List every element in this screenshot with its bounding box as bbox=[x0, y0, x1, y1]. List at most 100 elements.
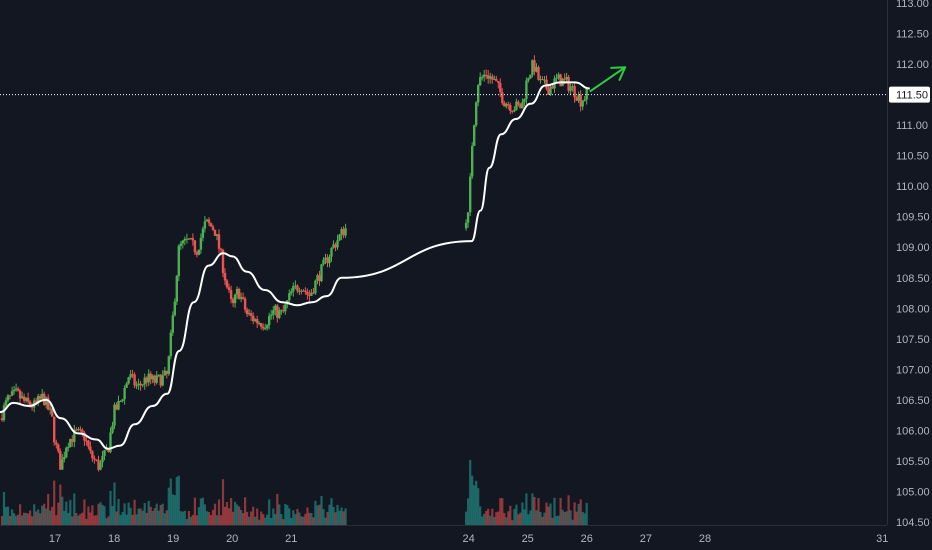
volume-bar bbox=[53, 480, 56, 525]
candle-body bbox=[274, 305, 277, 311]
volume-bar bbox=[25, 513, 28, 525]
candle-body bbox=[249, 313, 253, 316]
candle-body bbox=[205, 219, 209, 222]
candle-body bbox=[276, 305, 279, 318]
volume-bar bbox=[322, 509, 325, 525]
candle-body bbox=[6, 395, 10, 401]
volume-bar bbox=[191, 514, 194, 525]
volume-bar bbox=[294, 514, 297, 525]
volume-bar bbox=[159, 505, 162, 525]
candle-body bbox=[308, 294, 311, 296]
volume-bar bbox=[79, 513, 82, 525]
candle-body bbox=[272, 310, 275, 315]
volume-bar bbox=[332, 506, 335, 525]
volume-bar bbox=[292, 510, 295, 525]
candle-body bbox=[155, 375, 158, 383]
volume-bar bbox=[256, 508, 259, 525]
candle-body bbox=[22, 396, 26, 401]
candle-body bbox=[139, 383, 142, 386]
candle-body bbox=[533, 60, 536, 72]
volume-bar bbox=[543, 512, 546, 525]
candle-body bbox=[221, 249, 225, 274]
candle-body bbox=[262, 327, 265, 329]
volume-bar bbox=[485, 510, 488, 525]
candle-body bbox=[318, 275, 321, 282]
candle-body bbox=[545, 79, 548, 89]
candle-body bbox=[573, 86, 576, 98]
candle-body bbox=[57, 444, 60, 452]
volume-bar bbox=[169, 478, 172, 525]
candle-body bbox=[8, 395, 12, 397]
candle-body bbox=[71, 438, 74, 442]
volume-bar bbox=[481, 516, 484, 525]
volume-bar bbox=[175, 477, 178, 525]
volume-bar bbox=[197, 507, 200, 525]
volume-bar bbox=[153, 508, 156, 525]
candle-body bbox=[127, 377, 130, 384]
volume-bar bbox=[107, 516, 110, 525]
candle-body bbox=[147, 373, 150, 383]
candle-body bbox=[203, 221, 207, 229]
volume-bar bbox=[312, 517, 315, 525]
volume-bar bbox=[177, 475, 180, 525]
candle-body bbox=[466, 212, 470, 223]
y-axis[interactable]: 104.50 105.00 105.50 106.00 106.50 107.00 107.… bbox=[896, 0, 930, 529]
volume-bar bbox=[8, 516, 12, 525]
candle-body bbox=[324, 257, 327, 260]
candle-body bbox=[87, 440, 90, 447]
candle-body bbox=[336, 240, 339, 248]
candle-body bbox=[135, 385, 138, 387]
volume-bar bbox=[227, 508, 231, 525]
volume-bar bbox=[199, 498, 202, 525]
x-tick-label: 20 bbox=[226, 533, 238, 545]
volume-bar bbox=[280, 514, 283, 525]
volume-bar bbox=[272, 508, 275, 525]
candle-body bbox=[125, 383, 128, 388]
candle-body bbox=[95, 459, 98, 461]
candle-body bbox=[278, 310, 281, 318]
volume-bar bbox=[123, 503, 126, 525]
volume-bar bbox=[487, 508, 490, 525]
candle-body bbox=[39, 396, 42, 399]
candle-body bbox=[197, 249, 201, 255]
volume-bar bbox=[302, 516, 305, 525]
y-tick-label: 108.50 bbox=[896, 273, 930, 285]
volume-bar bbox=[103, 506, 106, 525]
candle-body bbox=[252, 315, 255, 322]
volume-bar bbox=[97, 503, 100, 525]
candle-body bbox=[105, 449, 108, 451]
candle-body bbox=[103, 450, 106, 457]
candle-body bbox=[495, 78, 498, 82]
y-tick-label: 112.00 bbox=[896, 59, 929, 71]
candle-body bbox=[581, 101, 584, 107]
volume-bar bbox=[232, 511, 235, 525]
candle-body bbox=[209, 223, 213, 227]
candle-body bbox=[464, 222, 468, 229]
volume-bar bbox=[149, 506, 152, 525]
candle-body bbox=[143, 377, 146, 385]
volume-bar bbox=[163, 513, 166, 525]
x-axis[interactable]: 17 18 19 20 21 24 25 26 27 28 31 bbox=[49, 533, 889, 545]
volume-bar bbox=[109, 490, 112, 525]
candle-body bbox=[551, 86, 554, 89]
volume-bar bbox=[276, 493, 279, 525]
volume-bar bbox=[336, 504, 339, 525]
volume-bar bbox=[493, 516, 496, 525]
volume-bar bbox=[561, 509, 564, 525]
y-tick-label: 106.50 bbox=[896, 395, 930, 407]
volume-bar bbox=[65, 501, 68, 525]
volume-bar bbox=[511, 520, 514, 525]
volume-bar bbox=[268, 499, 271, 525]
volume-bar bbox=[250, 511, 253, 525]
volume-bar bbox=[579, 499, 582, 525]
volume-bar bbox=[471, 475, 474, 525]
x-tick-label: 19 bbox=[167, 533, 179, 545]
candle-body bbox=[233, 294, 237, 304]
volume-bar bbox=[324, 517, 327, 525]
candle-body bbox=[310, 292, 313, 296]
volume-bar bbox=[179, 511, 182, 525]
candle-body bbox=[497, 81, 500, 83]
candle-body bbox=[99, 462, 102, 470]
candle-body bbox=[241, 297, 245, 299]
